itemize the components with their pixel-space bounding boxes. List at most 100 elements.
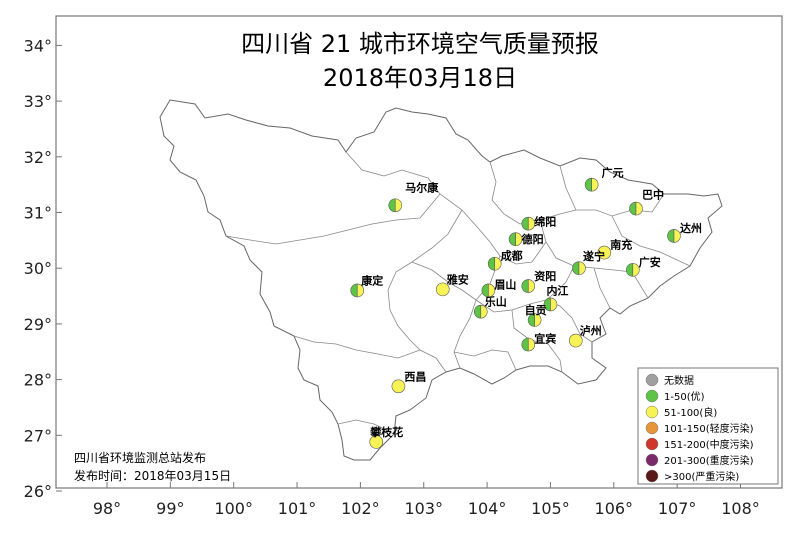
city-marker[interactable]: 巴中 [629,188,664,216]
x-tick-label: 106° [595,499,634,518]
legend-label: >300(严重污染) [664,470,739,483]
border-line [593,267,611,309]
map-date: 2018年03月18日 [323,64,517,92]
city-marker[interactable]: 乐山 [473,295,507,319]
city-label: 内江 [546,283,568,297]
city-marker[interactable]: 康定 [350,273,383,298]
aqi-half-good [527,313,535,327]
aqi-half-good [473,304,482,319]
legend-label: 151-200(中度污染) [664,438,754,451]
city-label: 眉山 [494,277,516,291]
x-tick-label: 105° [531,499,570,518]
border-line [453,299,477,369]
city-marker[interactable]: 资阳 [521,269,557,293]
aqi-half-good [481,283,489,298]
border-line [387,209,463,373]
city-marker[interactable]: 眉山 [481,277,517,298]
border-line [499,241,547,265]
aqi-half-good [543,297,551,312]
city-label: 西昌 [404,370,426,383]
aqi-half-moderate [480,304,488,319]
city-label: 广安 [639,255,661,269]
border-line [225,193,441,245]
legend-label: 无数据 [664,374,694,387]
aqi-half-good [521,337,529,352]
city-marker[interactable]: 广元 [584,166,624,192]
aqi-half-moderate [494,256,502,271]
city-marker[interactable]: 内江 [543,283,568,312]
aqi-half-moderate [591,177,599,192]
city-marker[interactable]: 遂宁 [572,249,605,276]
city-marker[interactable]: 自贡 [525,303,547,327]
legend-label: 201-300(重度污染) [664,454,754,467]
sichuan-province-map [159,99,723,461]
city-marker[interactable]: 南充 [597,238,633,260]
legend-label: 51-100(良) [664,406,717,419]
city-marker[interactable]: 绵阳 [521,215,557,231]
x-tick-label: 107° [658,499,697,518]
city-marker[interactable]: 泸州 [568,324,602,348]
aqi-dot-moderate [369,435,384,449]
city-marker[interactable]: 宜宾 [521,332,557,352]
city-label: 攀枝花 [369,425,403,439]
aqi-half-moderate [578,261,586,276]
city-marker[interactable]: 马尔康 [388,180,439,213]
legend-swatch [645,373,659,387]
axes: 98° 99° 100° 101° 102° 103° 104° 105° 106° 107° 10… [24,36,760,518]
city-label: 马尔康 [405,180,439,194]
city-label: 遂宁 [583,249,605,263]
x-tick-label: 98° [93,499,121,518]
city-marker[interactable]: 雅安 [435,272,469,297]
aqi-half-moderate [515,232,523,247]
publisher-text: 四川省环境监测总站发布 [74,450,206,465]
city-label: 泸州 [580,324,602,338]
aqi-half-moderate [527,216,536,231]
aqi-half-good [521,216,529,231]
city-label: 康定 [361,273,383,287]
x-tick-label: 108° [721,499,760,518]
legend-items: 无数据 1-50(优) 51-100(良) 101-150(轻度污染) 151-200(… [645,373,754,483]
border-line [511,309,563,373]
city-label: 成都 [501,249,523,263]
aqi-half-moderate [394,198,403,213]
y-tick-label: 30° [24,259,52,278]
x-tick-label: 104° [468,499,507,518]
publish-time-text: 发布时间：2018年03月15日 [74,468,231,483]
aqi-half-good [508,232,516,247]
y-tick-label: 34° [24,36,52,55]
legend: 无数据 1-50(优) 51-100(良) 101-150(轻度污染) 151-200(… [637,367,779,485]
aqi-half-moderate [673,229,681,243]
city-label: 巴中 [642,188,664,202]
y-tick-label: 26° [24,482,52,501]
legend-swatch [645,453,659,467]
legend-swatch [645,421,659,435]
aqi-half-good [626,263,634,277]
border-line [453,349,517,371]
aqi-half-good [572,261,580,276]
aqi-half-moderate [635,201,643,216]
legend-label: 101-150(轻度污染) [664,422,754,435]
legend-label: 1-50(优) [664,390,705,403]
aqi-half-good [388,198,396,213]
y-tick-label: 27° [24,426,52,445]
aqi-half-good [350,283,358,298]
city-label: 雅安 [447,272,469,286]
city-marker[interactable]: 成都 [487,249,523,271]
map-title: 四川省 21 城市环境空气质量预报 [241,30,599,58]
city-label: 达州 [680,221,702,235]
city-label: 宜宾 [534,332,556,346]
city-marker[interactable]: 德阳 [508,232,544,247]
legend-swatch [645,405,659,419]
city-marker[interactable]: 广安 [626,255,661,277]
aqi-half-moderate [527,279,536,293]
city-marker[interactable]: 西昌 [391,370,427,394]
legend-box [637,367,779,485]
legend-swatch [645,437,659,451]
border-line [293,335,421,359]
y-tick-label: 28° [24,371,52,390]
aqi-half-moderate [550,297,558,312]
city-label: 广元 [602,166,624,180]
city-marker[interactable]: 达州 [667,221,702,243]
city-marker[interactable]: 攀枝花 [369,425,403,449]
